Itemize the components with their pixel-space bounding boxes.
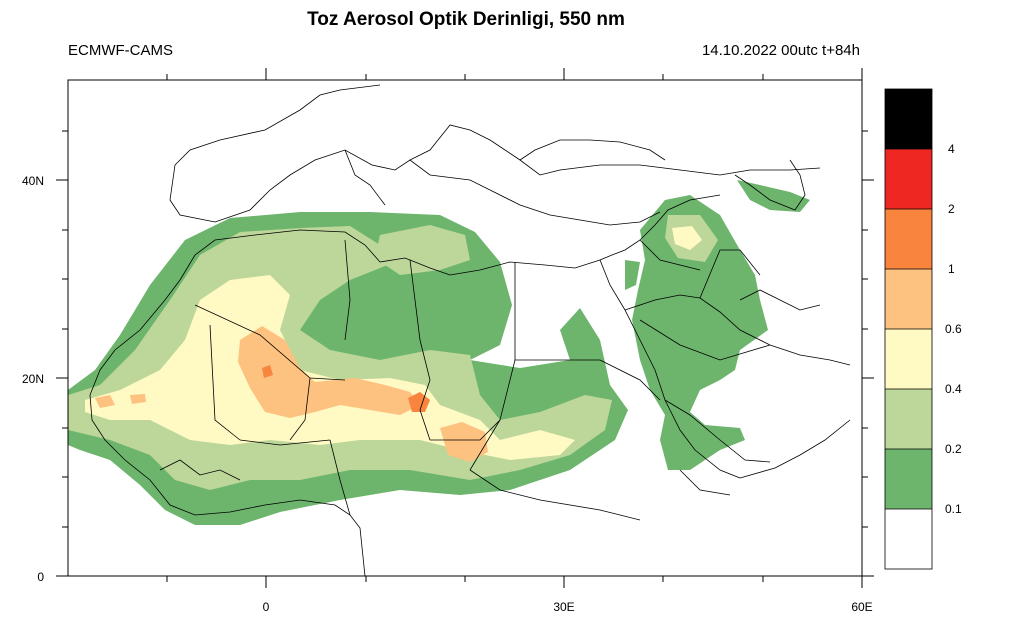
colorbar-label-4: 4 [948,142,955,156]
colorbar-label-0.6: 0.6 [945,322,962,336]
x-tick-label-60e: 60E [851,600,872,614]
colorbar-box-green [885,449,932,509]
colorbar: 4 2 1 0.6 0.4 0.2 0.1 [884,88,962,570]
y-tick-label-0: 0 [37,570,44,584]
y-tick-label-40n: 40N [22,174,44,188]
y-tick-label-20n: 20N [22,372,44,386]
aod-level-0.6-region [95,326,488,462]
x-tick-label-0: 0 [263,600,270,614]
colorbar-label-2: 2 [948,202,955,216]
colorbar-label-0.1: 0.1 [945,502,962,516]
axis-ticks [56,68,874,588]
aod-level-0.4-region [85,226,702,460]
colorbar-box-light-green [885,389,932,449]
colorbar-label-0.2: 0.2 [945,442,962,456]
colorbar-box-orange [885,209,932,269]
map-plot-area [68,84,851,576]
colorbar-label-1: 1 [948,262,955,276]
coastlines-and-borders [89,84,851,576]
colorbar-box-pale-yellow [885,329,932,389]
map-title: Toz Aerosol Optik Derinligi, 550 nm [307,9,625,30]
colorbar-box-red [885,149,932,209]
x-tick-label-30e: 30E [553,600,574,614]
colorbar-box-black [885,89,932,149]
run-time-label: 14.10.2022 00utc t+84h [701,42,860,59]
model-label: ECMWF-CAMS [68,42,173,59]
colorbar-label-0.4: 0.4 [945,382,962,396]
colorbar-box-white [885,509,932,569]
colorbar-box-light-orange [885,269,932,329]
